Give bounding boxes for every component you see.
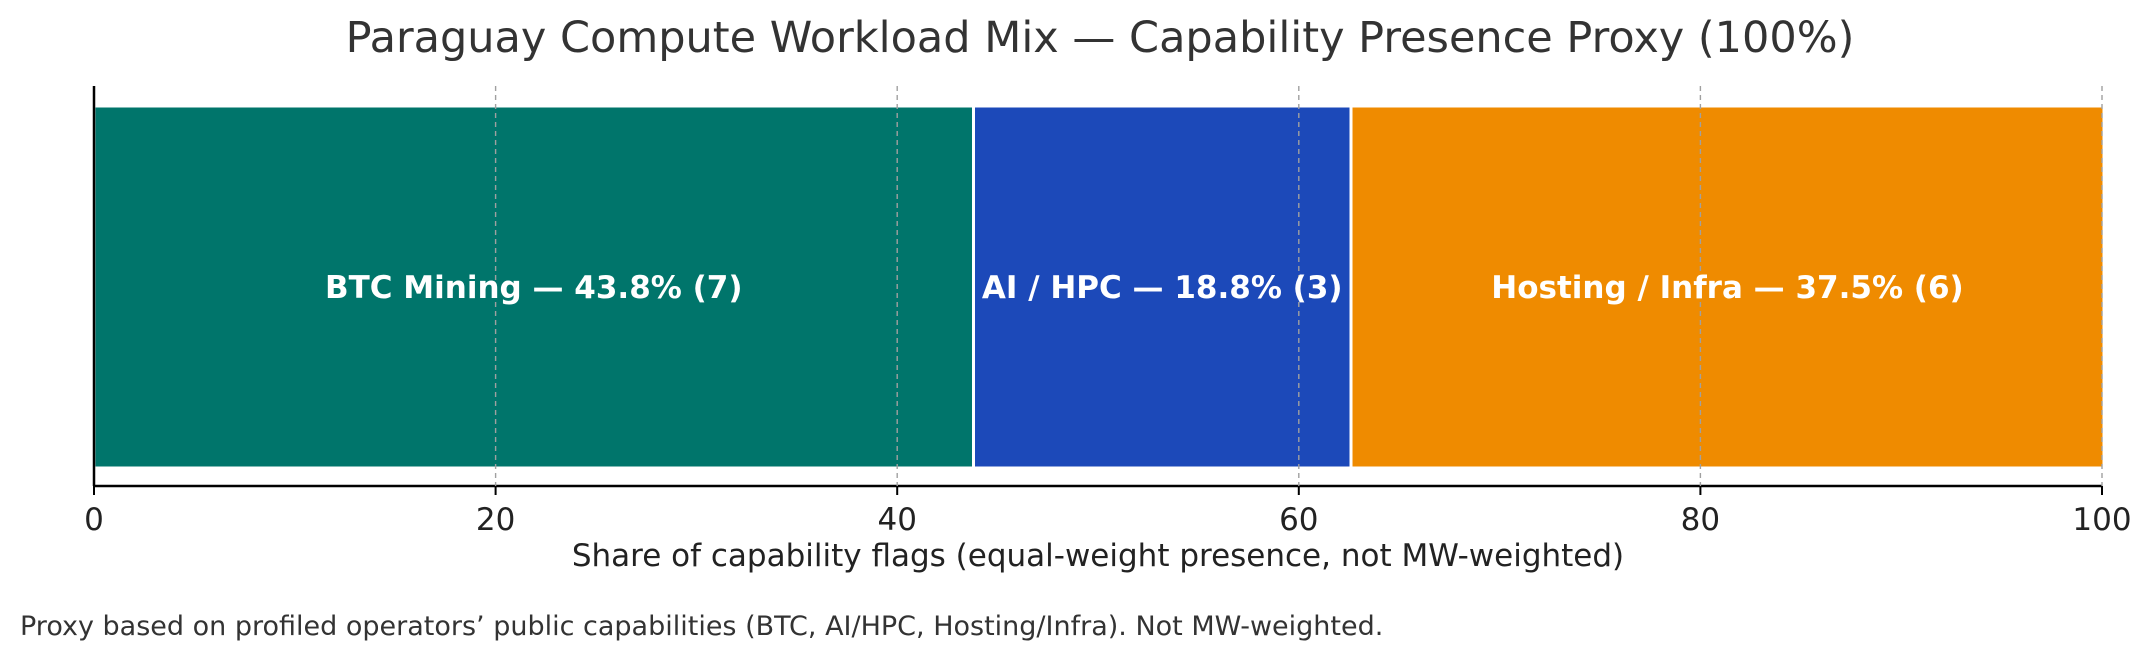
segment-label: AI / HPC — 18.8% (3): [982, 270, 1343, 306]
tick-label: 80: [1681, 502, 1720, 538]
tick-label: 0: [84, 502, 104, 538]
tick-label: 40: [877, 502, 916, 538]
segment-label: Hosting / Infra — 37.5% (6): [1491, 270, 1963, 306]
bar-segments: [92, 104, 2106, 470]
footnote: Proxy based on profiled operators’ publi…: [20, 611, 1384, 642]
tick-label: 100: [2072, 502, 2131, 538]
segment-labels: BTC Mining — 43.8% (7) AI / HPC — 18.8% (…: [325, 270, 1964, 306]
tick-label: 60: [1279, 502, 1318, 538]
stacked-bar-chart: Paraguay Compute Workload Mix — Capabili…: [84, 13, 2132, 574]
bar-segment: [92, 104, 976, 470]
tick-label: 20: [476, 502, 515, 538]
x-axis-label: Share of capability flags (equal-weight …: [572, 538, 1624, 574]
segment-label: BTC Mining — 43.8% (7): [325, 270, 743, 306]
x-ticks: 0 20 40 60 80 100: [84, 486, 2132, 538]
axes: [92, 86, 2102, 488]
bar-segment: [1349, 104, 2106, 470]
bar-segment: [972, 104, 1353, 470]
gridlines: [494, 86, 2103, 486]
chart-title: Paraguay Compute Workload Mix — Capabili…: [346, 13, 1855, 63]
